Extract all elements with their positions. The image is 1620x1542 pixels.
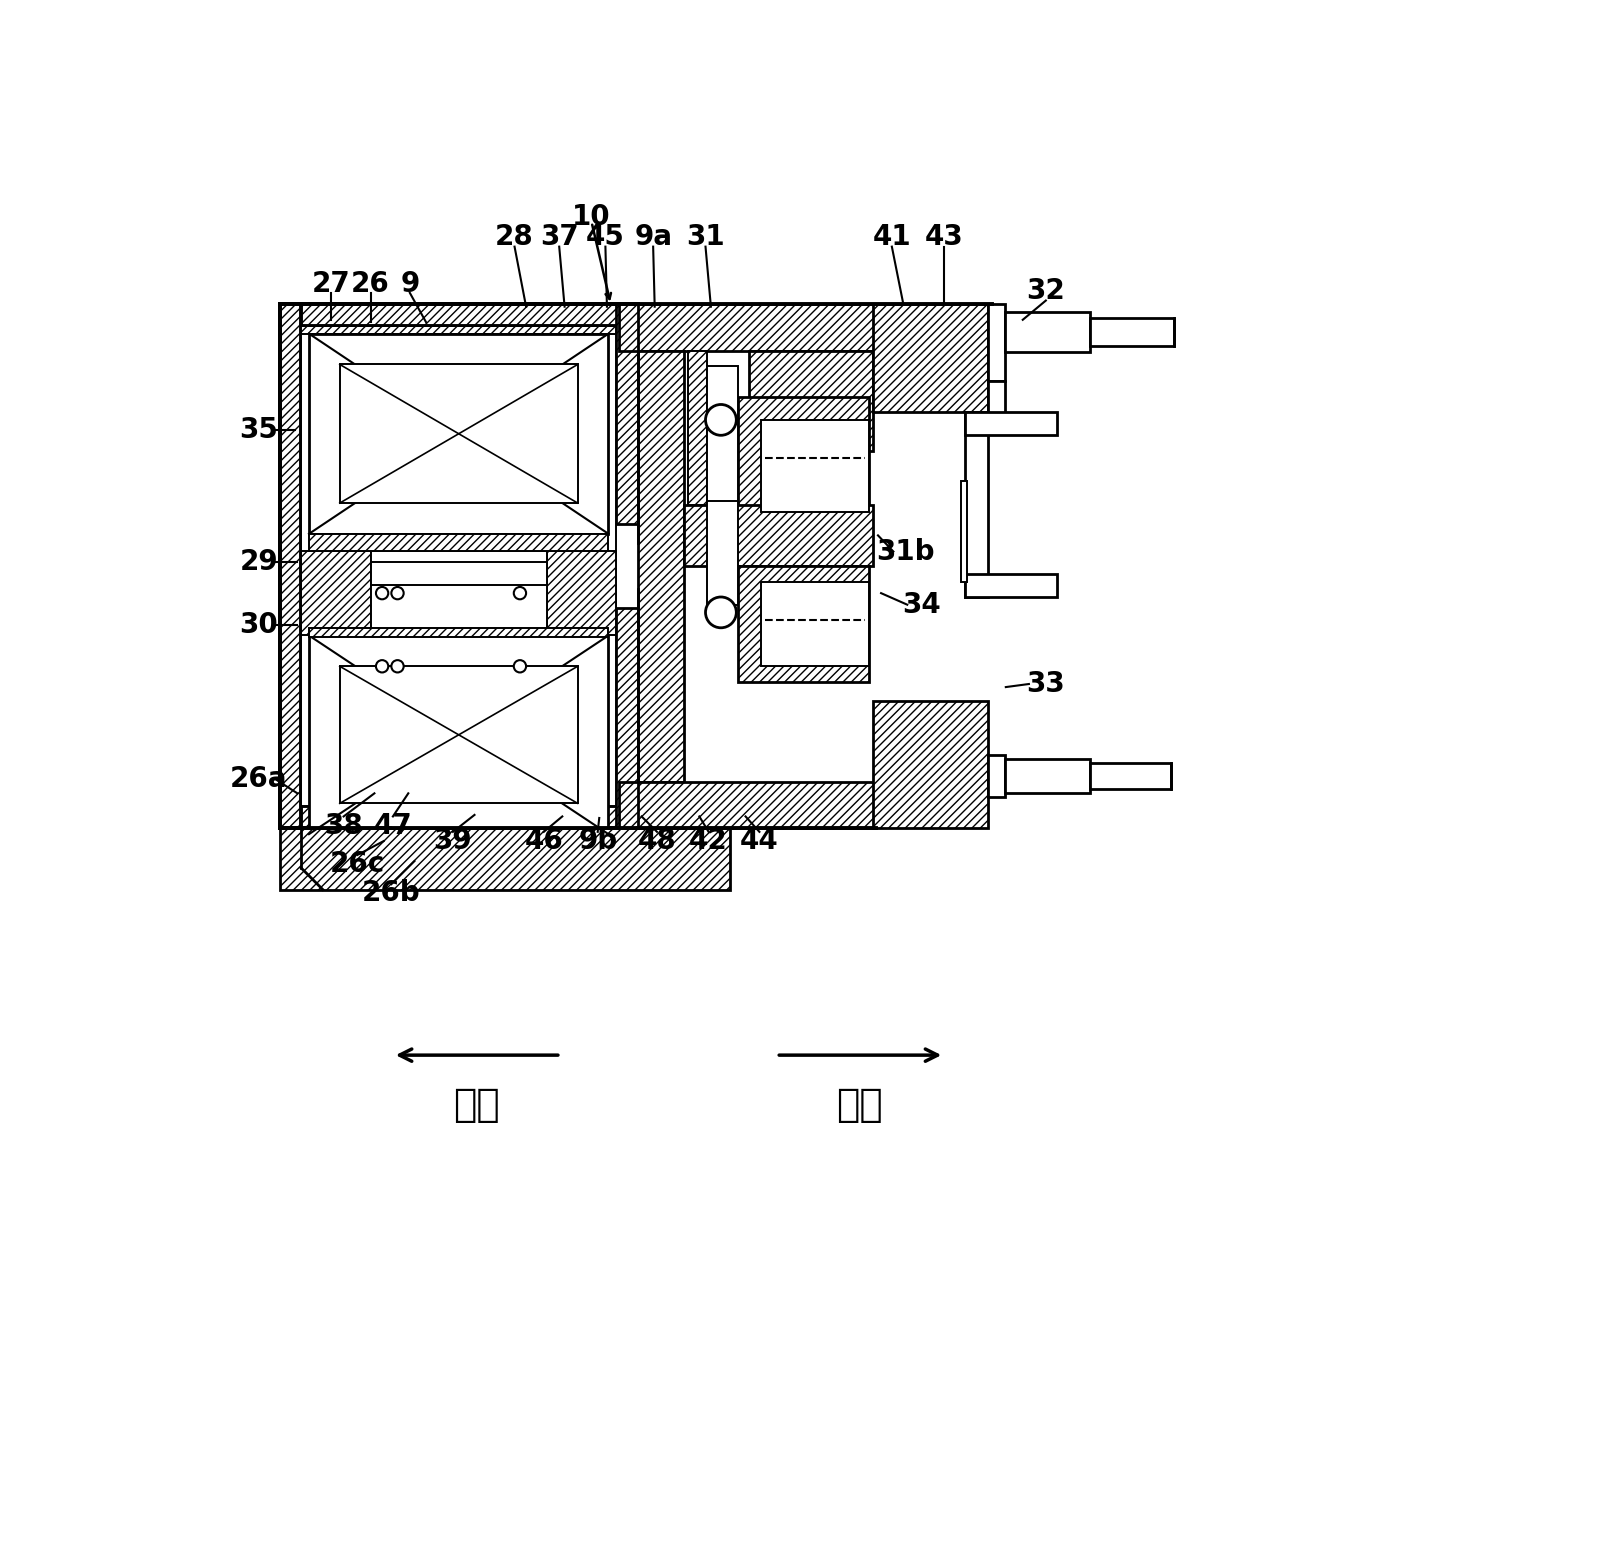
Text: 37: 37 (539, 224, 578, 251)
Text: 26b: 26b (361, 879, 421, 907)
Bar (371, 563, 548, 586)
Bar (761, 581, 868, 666)
Text: 47: 47 (374, 811, 411, 840)
Text: 45: 45 (586, 224, 625, 251)
Text: 前侧: 前侧 (452, 1086, 499, 1124)
Bar (548, 550, 616, 635)
Bar (706, 365, 737, 504)
Text: 后侧: 后侧 (836, 1086, 883, 1124)
Bar (966, 412, 1058, 435)
Bar (1090, 763, 1171, 788)
Circle shape (514, 588, 526, 600)
Text: 33: 33 (1027, 671, 1066, 699)
Text: 9b: 9b (578, 827, 617, 856)
Text: 29: 29 (240, 549, 279, 577)
Circle shape (376, 588, 389, 600)
Text: 38: 38 (324, 811, 363, 840)
Bar (737, 396, 868, 527)
Bar (873, 304, 988, 412)
Bar (309, 333, 609, 534)
Text: 39: 39 (434, 827, 473, 856)
Bar (280, 304, 301, 828)
Text: 28: 28 (496, 224, 535, 251)
Bar (1090, 318, 1174, 345)
Bar (966, 574, 1058, 597)
Bar (761, 419, 868, 512)
Bar (280, 304, 638, 325)
Bar (638, 350, 684, 782)
Text: 43: 43 (925, 224, 964, 251)
Bar (301, 325, 616, 333)
Bar (988, 756, 1004, 797)
Text: 41: 41 (873, 224, 910, 251)
Text: 9: 9 (400, 270, 420, 298)
Bar (988, 304, 1004, 381)
Text: 26a: 26a (230, 765, 288, 794)
Text: 31b: 31b (876, 538, 935, 566)
Text: 35: 35 (240, 416, 279, 444)
Text: 30: 30 (240, 612, 279, 640)
Bar (309, 635, 609, 834)
Bar (280, 806, 638, 828)
Bar (619, 782, 876, 828)
Bar (688, 350, 706, 504)
Bar (371, 550, 548, 635)
Bar (340, 666, 578, 803)
Bar (873, 702, 988, 828)
Circle shape (706, 597, 737, 628)
Bar (309, 534, 609, 550)
Bar (616, 304, 638, 524)
Text: 9a: 9a (633, 224, 672, 251)
Text: 42: 42 (688, 827, 727, 856)
Bar (340, 364, 578, 503)
Text: 10: 10 (572, 204, 611, 231)
Bar (301, 550, 371, 635)
Bar (706, 501, 737, 604)
Circle shape (392, 660, 403, 672)
Bar (301, 325, 616, 806)
Bar (1004, 311, 1090, 352)
Bar (684, 504, 873, 566)
Text: 34: 34 (902, 591, 941, 618)
Text: 31: 31 (687, 224, 724, 251)
Bar (616, 608, 638, 828)
Bar (619, 304, 876, 350)
Bar (1004, 759, 1090, 793)
Bar (737, 566, 868, 682)
Text: 26c: 26c (330, 850, 386, 879)
Text: 32: 32 (1027, 278, 1066, 305)
Bar (750, 350, 873, 450)
Text: 48: 48 (638, 827, 677, 856)
Circle shape (514, 660, 526, 672)
Circle shape (706, 404, 737, 435)
Bar (966, 412, 988, 597)
Text: 46: 46 (525, 827, 564, 856)
Circle shape (392, 588, 403, 600)
Text: 26: 26 (352, 270, 390, 298)
Text: 44: 44 (740, 827, 779, 856)
Text: 27: 27 (313, 270, 350, 298)
Bar (280, 828, 731, 890)
Bar (309, 628, 609, 637)
Bar (961, 481, 967, 581)
Circle shape (376, 660, 389, 672)
Bar (988, 381, 1004, 419)
